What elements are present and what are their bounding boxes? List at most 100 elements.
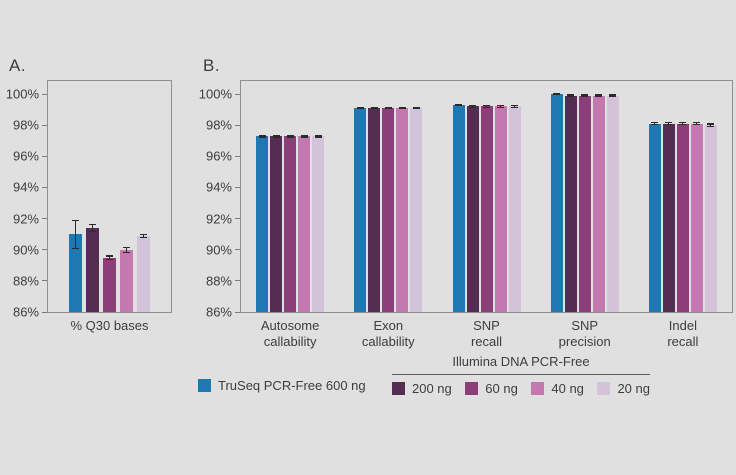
y-tick-mark [235,93,240,95]
legend-group-header: Illumina DNA PCR-Free [392,354,650,375]
error-bar [275,135,277,137]
error-bar-cap [89,230,96,232]
legend-item-truseq: TruSeq PCR-Free 600 ng [198,378,366,393]
error-bar-cap [384,108,392,110]
error-bar [359,107,361,109]
error-bar-cap [595,94,603,96]
error-bar-cap [140,236,147,238]
y-tick-label: 98% [205,117,232,133]
category-label: SNP recall [470,318,503,349]
error-bar-cap [693,124,701,126]
bar [312,136,325,312]
error-bar-cap [651,124,659,126]
bar [103,257,116,312]
bar [368,108,381,312]
error-bar-cap [314,134,322,136]
error-bar [303,135,305,137]
y-tick-mark [235,155,240,157]
bar [704,125,717,312]
error-bar-cap [497,106,504,108]
legend-label: 200 ng [412,381,452,396]
category-label: Exon callability [361,318,415,349]
y-tick-label: 90% [205,242,232,258]
legend-group-items: 200 ng 60 ng 40 ng 20 ng [392,381,650,396]
error-bar [668,122,670,125]
error-bar-cap [258,134,266,136]
error-bar-cap [511,105,518,107]
y-tick-mark [235,311,240,313]
panel-b-chart: 100% 98% 96% 94% 92% 90% 88% 86% Autosome callab… [199,80,733,349]
error-bar [126,247,127,253]
error-bar-cap [483,106,490,108]
bar [690,123,703,312]
error-bar [373,107,375,109]
error-bar [415,107,417,109]
bar [662,123,675,312]
bar [452,104,465,312]
error-bar-cap [123,251,130,253]
category-label: SNP precision [558,318,611,349]
error-bar [401,107,403,109]
error-bar-cap [553,93,561,96]
bar [564,95,577,312]
error-bar [92,224,93,232]
error-bar-cap [272,136,280,138]
legend-label: 20 ng [617,381,650,396]
error-bar [317,135,319,137]
error-bar-cap [89,224,96,226]
legend-swatch [392,382,405,395]
legend-swatch [465,382,479,395]
bar [86,227,99,312]
error-bar [143,234,144,238]
error-bar-cap [581,94,589,96]
y-tick-mark [42,249,47,251]
error-bar [109,255,110,260]
legend-group-illumina: Illumina DNA PCR-Free 200 ng 60 ng 40 ng 20… [392,354,650,396]
bar [648,123,661,312]
error-bar [710,123,712,127]
bar [354,108,367,312]
error-bar-cap [609,95,617,97]
error-bar-cap [469,106,476,108]
legend-swatch [597,382,611,395]
error-bar-cap [356,106,364,108]
panel-b-label: B. [203,56,221,75]
y-tick-label: 86% [12,304,39,320]
error-bar-cap [370,108,378,110]
error-bar-cap [679,124,687,126]
y-tick-label: 96% [205,148,232,164]
legend-item-200-ng: 200 ng [392,381,452,396]
bar [396,108,409,312]
error-bar-cap [707,125,715,128]
bar [494,106,507,312]
error-bar [387,107,389,109]
error-bar-cap [455,105,462,107]
bar [69,234,82,312]
error-bar [514,105,515,108]
error-bar-cap [106,258,113,260]
category-label: % Q30 bases [70,318,149,333]
error-bar-cap [553,93,561,95]
error-bar-cap [72,247,79,249]
y-tick-label: 92% [205,211,232,227]
y-tick-label: 88% [205,273,232,289]
y-tick-label: 100% [198,86,232,102]
bar [137,235,150,312]
error-bar-cap [483,105,490,107]
error-bar [289,135,291,137]
y-tick-mark [235,218,240,220]
error-bar [696,122,698,125]
error-bar-cap [140,233,147,235]
bar [382,108,395,312]
error-bar-cap [314,136,322,138]
legend-item-40-ng: 40 ng [531,381,584,396]
bar [578,95,591,312]
y-tick-mark [235,249,240,251]
y-tick-label: 100% [5,86,39,102]
y-tick-mark [42,93,47,95]
error-bar-cap [707,123,715,125]
error-bar-cap [665,124,673,126]
error-bar-cap [679,122,687,124]
panel-a-label: A. [9,56,27,75]
